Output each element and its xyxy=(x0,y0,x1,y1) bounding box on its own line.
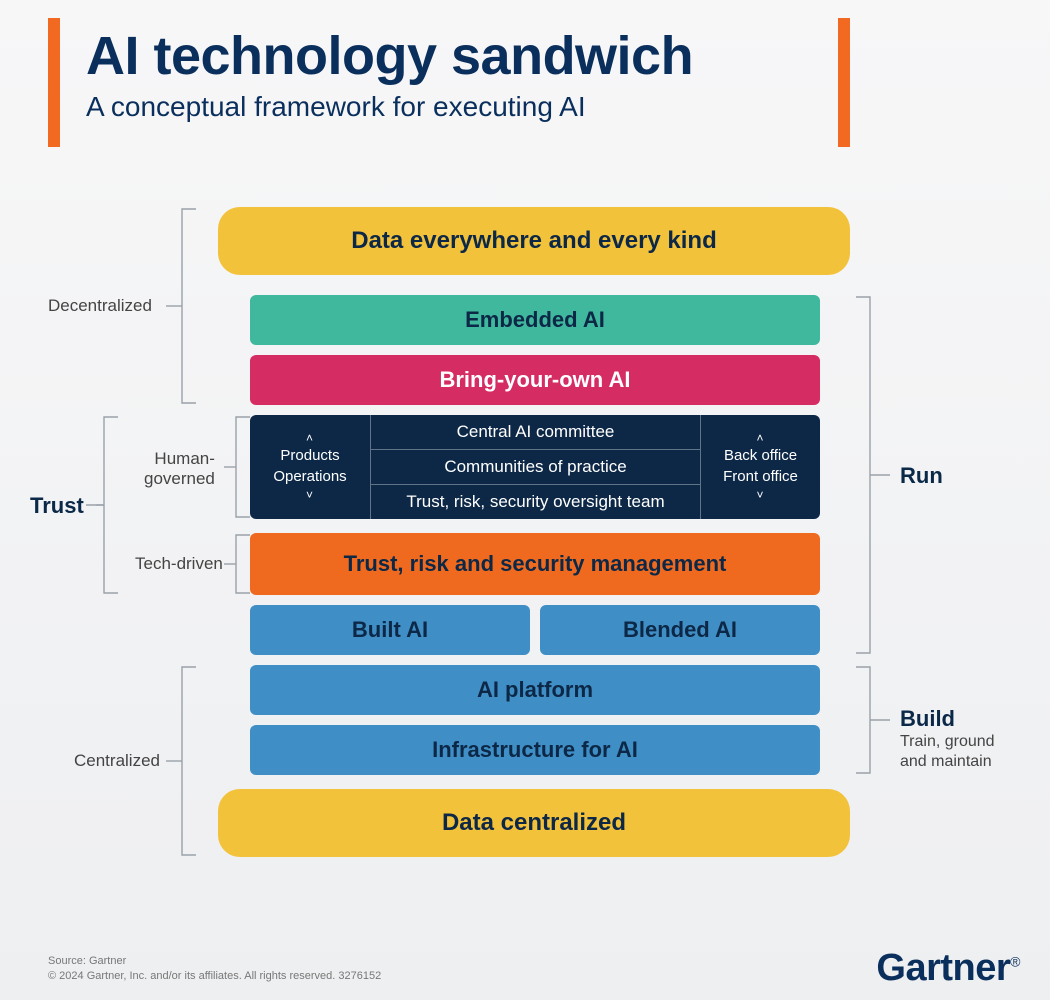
caret-up-icon: ˄ xyxy=(756,430,764,446)
layer-bring-your-own-ai: Bring-your-own AI xyxy=(250,355,820,405)
label-trust: Trust xyxy=(30,493,84,519)
footer: Source: Gartner © 2024 Gartner, Inc. and… xyxy=(48,954,381,984)
layer-ai-platform: AI platform xyxy=(250,665,820,715)
footer-source: Source: Gartner xyxy=(48,954,381,969)
footer-copyright: © 2024 Gartner, Inc. and/or its affiliat… xyxy=(48,969,381,984)
layer-governance: ˄ Products Operations ˅ Central AI commi… xyxy=(250,415,820,519)
gov-row-committee: Central AI committee xyxy=(371,415,700,449)
label-centralized: Centralized xyxy=(74,751,160,771)
layer-built-ai: Built AI xyxy=(250,605,530,655)
label-tech-driven: Tech-driven xyxy=(135,554,223,574)
gov-left-col: ˄ Products Operations ˅ xyxy=(250,415,370,519)
caret-down-icon: ˅ xyxy=(756,487,764,503)
gov-right-front: Front office xyxy=(723,467,798,487)
gov-left-products: Products xyxy=(280,446,339,466)
layer-trism: Trust, risk and security management xyxy=(250,533,820,595)
layer-blended-ai: Blended AI xyxy=(540,605,820,655)
registered-mark-icon: ® xyxy=(1010,953,1020,969)
header-accent-right xyxy=(838,18,850,147)
label-build: Build xyxy=(900,706,955,732)
sandwich-diagram: Data everywhere and every kind Embedded … xyxy=(0,207,1050,907)
page-subtitle: A conceptual framework for executing AI xyxy=(86,91,990,123)
label-run: Run xyxy=(900,463,943,489)
logo-text: Gartner xyxy=(876,947,1010,989)
label-decentralized: Decentralized xyxy=(48,296,152,316)
caret-up-icon: ˄ xyxy=(306,430,314,446)
gov-right-col: ˄ Back office Front office ˅ xyxy=(700,415,820,519)
label-human-governed: Human- governed xyxy=(144,449,215,489)
caret-down-icon: ˅ xyxy=(306,487,314,503)
gov-left-operations: Operations xyxy=(273,467,346,487)
layer-embedded-ai: Embedded AI xyxy=(250,295,820,345)
layer-infrastructure: Infrastructure for AI xyxy=(250,725,820,775)
layer-data-centralized: Data centralized xyxy=(218,789,850,857)
layer-data-everywhere: Data everywhere and every kind xyxy=(218,207,850,275)
layer-built-blended-row: Built AI Blended AI xyxy=(250,605,820,655)
header: AI technology sandwich A conceptual fram… xyxy=(0,0,1050,147)
gov-row-oversight: Trust, risk, security oversight team xyxy=(371,484,700,519)
gov-right-back: Back office xyxy=(724,446,797,466)
page-title: AI technology sandwich xyxy=(86,28,990,85)
gov-mid-col: Central AI committee Communities of prac… xyxy=(370,415,700,519)
label-build-sub: Train, ground and maintain xyxy=(900,732,995,772)
gov-row-communities: Communities of practice xyxy=(371,449,700,484)
gartner-logo: Gartner® xyxy=(876,947,1020,990)
header-accent-left xyxy=(48,18,60,147)
